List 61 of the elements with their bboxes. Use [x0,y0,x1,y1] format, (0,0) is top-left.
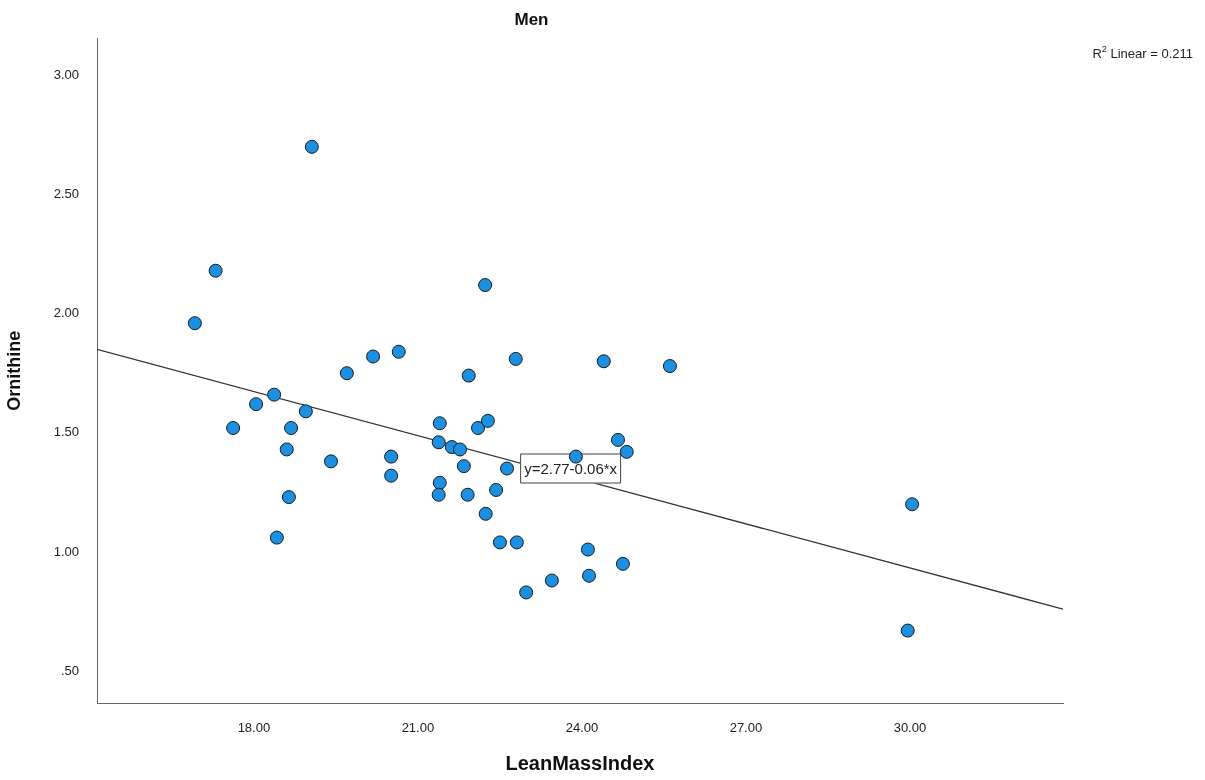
point [500,461,515,476]
point [279,442,294,457]
point [662,359,677,374]
point [900,623,915,638]
y-tick-label: 1.50 [53,424,79,440]
point [489,482,504,497]
point [596,354,611,369]
x-tick-label: 30.00 [893,720,927,736]
point [226,421,241,436]
point [544,573,559,588]
point [208,263,223,278]
point [611,432,625,447]
point [568,449,583,464]
point [460,487,475,502]
y-tick-label: 1.00 [53,543,79,559]
x-tick-label: 18.00 [237,720,271,736]
point [366,349,381,364]
point [249,397,264,412]
point [432,475,447,490]
point [619,444,634,459]
point [269,530,284,545]
point [323,454,338,469]
point [391,344,406,359]
point [509,535,524,550]
point [582,568,597,583]
y-tick-label: 3.00 [53,66,79,82]
y-tick-label: .50 [60,662,79,678]
point [471,421,486,436]
point [453,442,467,457]
point [384,468,399,483]
chart-title: Men [514,9,549,29]
point [905,497,920,512]
y-axis-title: Ornithine [3,330,24,411]
x-tick-label: 27.00 [729,720,763,736]
point [431,487,446,502]
point [298,404,313,419]
point [615,556,630,571]
y-tick-label: 2.50 [53,186,79,202]
point [431,435,446,450]
point [478,278,493,293]
point [480,413,495,428]
x-tick-label: 24.00 [565,720,599,736]
point [339,366,354,381]
point [492,535,507,550]
point [519,585,534,600]
point [508,351,523,366]
annotation: y=2.77-0.06*x [524,459,618,477]
point [461,368,476,383]
point [304,139,319,154]
point [284,421,299,436]
point [384,449,399,464]
point [267,387,282,402]
point [187,316,202,331]
point [432,416,447,431]
x-axis-title: LeanMassIndex [505,751,655,774]
point [478,506,493,521]
y-tick-label: 2.00 [53,305,79,321]
point [281,490,296,505]
point [580,542,595,557]
x-tick-label: 21.00 [401,720,435,736]
point [456,459,471,474]
